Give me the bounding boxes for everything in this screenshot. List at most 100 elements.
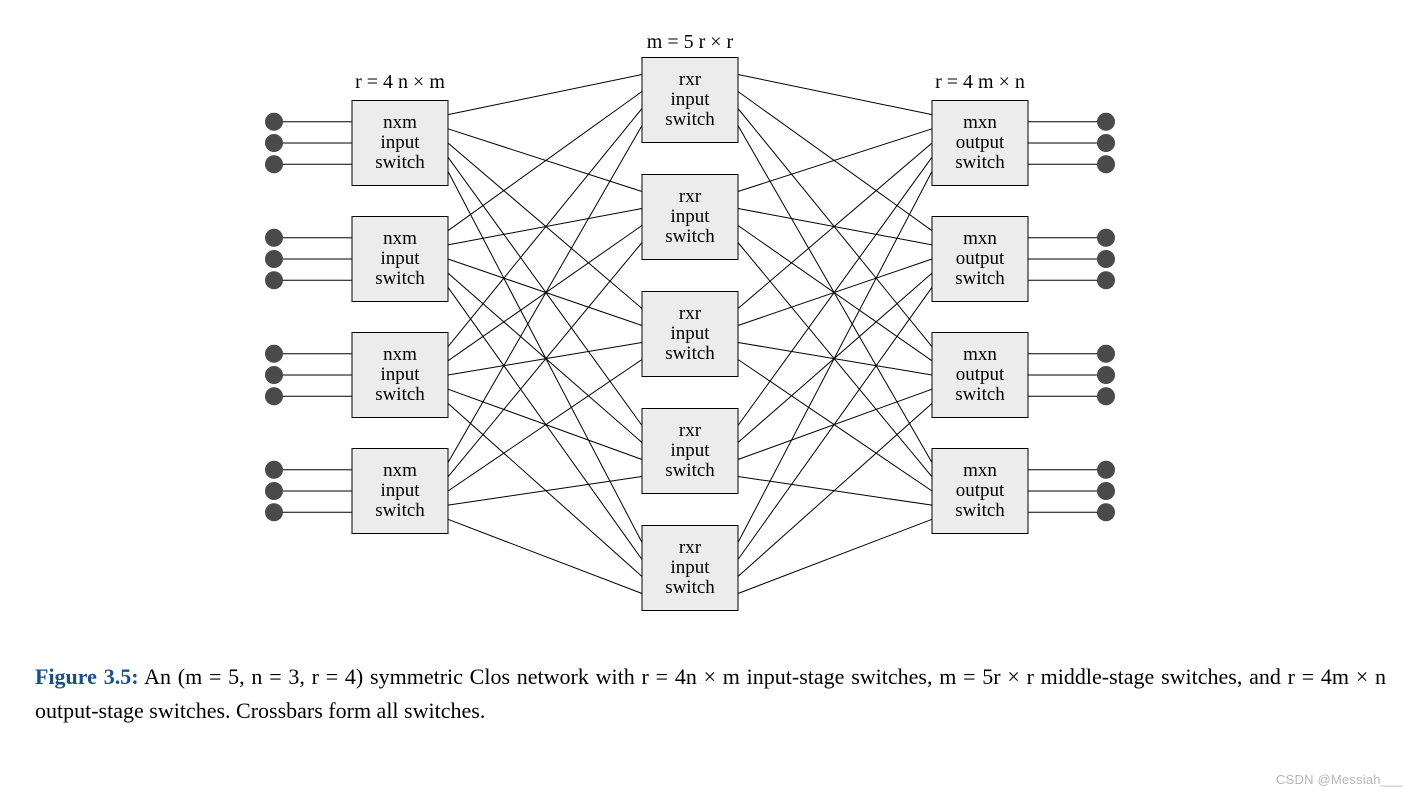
input-switch-label: nxm [383, 344, 417, 365]
input-port [265, 250, 283, 268]
output-port [1097, 113, 1115, 131]
input-switch-label: input [380, 132, 420, 153]
input-switch-label: switch [375, 152, 425, 173]
edge-left-mid [448, 403, 642, 576]
middle-switch-label: switch [665, 343, 715, 364]
input-switch-label: nxm [383, 460, 417, 481]
figure-caption-text: An (m = 5, n = 3, r = 4) symmetric Clos … [35, 664, 1386, 723]
middle-switch-label: rxr [679, 69, 702, 90]
edge-left-mid [448, 519, 642, 593]
output-switch-label: mxn [963, 228, 997, 249]
output-port [1097, 482, 1115, 500]
edge-left-mid [448, 143, 642, 309]
output-switch-label: mxn [963, 460, 997, 481]
output-port [1097, 271, 1115, 289]
input-switch-label: input [380, 364, 420, 385]
input-port [265, 461, 283, 479]
figure-label: Figure 3.5: [35, 664, 139, 689]
input-switch-label: nxm [383, 112, 417, 133]
figure-caption: Figure 3.5: An (m = 5, n = 3, r = 4) sym… [35, 660, 1386, 728]
middle-switch-label: switch [665, 577, 715, 598]
input-switch-label: switch [375, 500, 425, 521]
edge-mid-right [738, 143, 932, 309]
middle-switch-label: input [670, 557, 710, 578]
edge-mid-right [738, 129, 932, 192]
edge-left-mid [448, 243, 642, 477]
middle-switch-label: switch [665, 109, 715, 130]
input-switch-label: nxm [383, 228, 417, 249]
input-switch-label: input [380, 248, 420, 269]
edge-left-mid [448, 477, 642, 506]
output-switch-label: output [956, 480, 1005, 501]
output-port [1097, 366, 1115, 384]
edge-mid-right [738, 343, 932, 376]
output-switch-label: switch [955, 152, 1005, 173]
edge-mid-right [738, 75, 932, 115]
middle-switch-label: switch [665, 460, 715, 481]
output-switch-label: mxn [963, 112, 997, 133]
middle-switch-label: rxr [679, 303, 702, 324]
edge-left-mid [448, 343, 642, 376]
output-switch-label: output [956, 364, 1005, 385]
middle-switch-label: input [670, 440, 710, 461]
input-port [265, 387, 283, 405]
edge-mid-right [738, 403, 932, 576]
input-port [265, 271, 283, 289]
edge-left-mid [448, 129, 642, 192]
middle-switch-label: input [670, 206, 710, 227]
middle-switch-label: input [670, 89, 710, 110]
edge-left-mid [448, 360, 642, 492]
output-switch-label: output [956, 248, 1005, 269]
page: r = 4 n × mnxminputswitchnxminputswitchn… [0, 0, 1421, 795]
input-port [265, 134, 283, 152]
output-port [1097, 155, 1115, 173]
middle-switch-label: switch [665, 226, 715, 247]
output-switch-label: switch [955, 384, 1005, 405]
edge-mid-right [738, 477, 932, 506]
input-port [265, 482, 283, 500]
edge-mid-right [738, 126, 932, 463]
input-switch-label: input [380, 480, 420, 501]
input-port [265, 366, 283, 384]
middle-switch-label: rxr [679, 537, 702, 558]
edge-mid-right [738, 92, 932, 231]
output-port [1097, 345, 1115, 363]
output-switch-label: switch [955, 268, 1005, 289]
watermark: CSDN @Messiah___ [1276, 772, 1403, 787]
edge-mid-right [738, 226, 932, 361]
edge-mid-right [738, 259, 932, 326]
edge-left-mid [448, 92, 642, 231]
edge-left-mid [448, 75, 642, 115]
output-port [1097, 250, 1115, 268]
edge-left-mid [448, 126, 642, 463]
edge-mid-right [738, 287, 932, 559]
output-switch-label: mxn [963, 344, 997, 365]
output-port [1097, 461, 1115, 479]
edge-left-mid [448, 157, 642, 425]
middle-switch-label: rxr [679, 186, 702, 207]
edge-left-mid [448, 389, 642, 459]
input-column-label: r = 4 n × m [355, 71, 445, 93]
output-port [1097, 229, 1115, 247]
middle-column-label: m = 5 r × r [647, 31, 734, 53]
input-port [265, 345, 283, 363]
output-port [1097, 387, 1115, 405]
input-port [265, 155, 283, 173]
edge-mid-right [738, 389, 932, 459]
output-port [1097, 134, 1115, 152]
input-switch-label: switch [375, 268, 425, 289]
edge-left-mid [448, 273, 642, 442]
input-port [265, 503, 283, 521]
output-column-label: r = 4 m × n [935, 71, 1025, 93]
edge-left-mid [448, 259, 642, 326]
output-switch-label: output [956, 132, 1005, 153]
input-port [265, 229, 283, 247]
output-switch-label: switch [955, 500, 1005, 521]
output-port [1097, 503, 1115, 521]
edge-left-mid [448, 287, 642, 559]
middle-switch-label: input [670, 323, 710, 344]
middle-switch-label: rxr [679, 420, 702, 441]
edge-mid-right [738, 243, 932, 477]
clos-diagram: r = 4 n × mnxminputswitchnxminputswitchn… [0, 0, 1421, 650]
input-switch-label: switch [375, 384, 425, 405]
